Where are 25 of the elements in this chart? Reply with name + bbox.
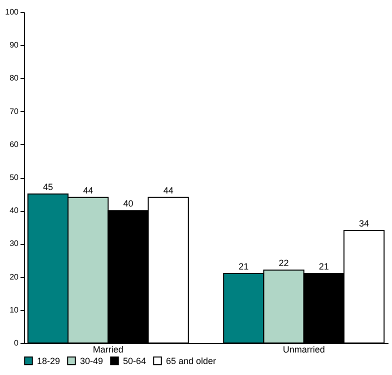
y-tick-label: 100 (5, 8, 20, 16)
x-tick-label: Unmarried (282, 344, 325, 354)
data-label: 22 (278, 258, 289, 268)
data-label: 45 (42, 182, 53, 192)
legend-label: 50-64 (123, 356, 146, 366)
y-tick-label: 60 (10, 140, 20, 149)
legend-label: 18-29 (37, 356, 60, 366)
data-label: 34 (359, 218, 370, 228)
y-tick-label: 80 (10, 74, 20, 83)
x-tick-label: Married (92, 344, 124, 354)
data-label: 21 (238, 261, 249, 272)
data-label: 40 (123, 198, 134, 209)
y-tick-label: 0 (14, 338, 20, 348)
y-tick-label: 90 (10, 40, 20, 50)
y-tick-label: 30 (10, 239, 20, 248)
data-label: 21 (318, 261, 329, 272)
data-label: 44 (83, 185, 94, 196)
y-tick-label: 40 (10, 206, 20, 216)
legend-label: 30-49 (80, 356, 104, 366)
y-tick-label: 50 (10, 173, 20, 182)
y-tick-label: 20 (10, 272, 20, 282)
y-tick-label: 10 (10, 305, 20, 314)
y-tick-label: 70 (10, 106, 20, 116)
data-label: 44 (163, 185, 174, 196)
legend-label: 65 and older (166, 356, 216, 366)
